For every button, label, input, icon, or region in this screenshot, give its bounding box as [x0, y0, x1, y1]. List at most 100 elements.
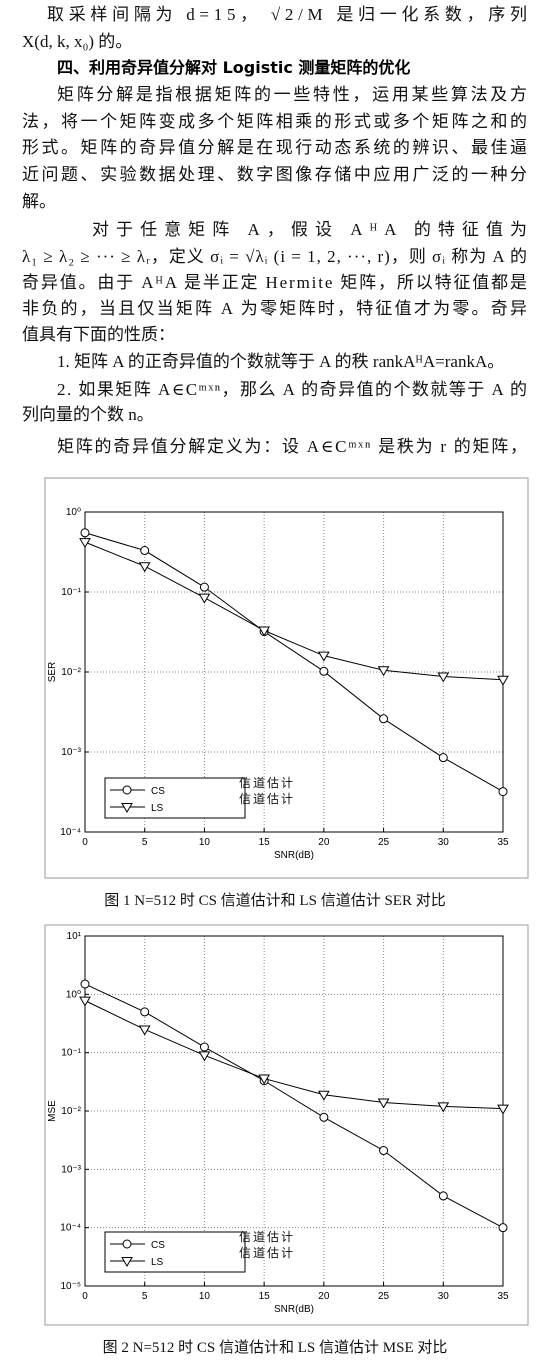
- text-line: 值具有下面的性质：: [22, 325, 175, 344]
- figure-frame: [44, 477, 529, 879]
- marker: [438, 753, 448, 763]
- x-tick-label: 20: [318, 1291, 330, 1302]
- marker: [437, 672, 450, 683]
- text-line: λ₁ ≥ λ₂ ≥ ··· ≥ λᵣ，定义 σᵢ = √λᵢ (i = 1, 2…: [22, 247, 527, 266]
- figure-caption: 图 1 N=512 时 CS 信道估计和 LS 信道估计 SER 对比: [104, 892, 445, 909]
- y-tick-label: 10⁰: [66, 507, 81, 518]
- marker: [317, 1090, 330, 1101]
- y-tick-label: 10⁻⁵: [60, 1281, 81, 1292]
- x-tick-label: 30: [438, 1291, 450, 1302]
- figure-frame: [44, 924, 529, 1326]
- marker: [138, 1025, 151, 1036]
- x-tick-label: 25: [378, 1291, 390, 1302]
- section-heading: 四、利用奇异值分解对 Logistic 测量矩阵的优化: [57, 58, 410, 77]
- marker: [138, 562, 151, 573]
- text-line: 矩阵分解是指根据矩阵的一些特性，运用某些算法及方: [57, 85, 527, 104]
- legend-label: CS: [151, 786, 165, 797]
- marker: [79, 538, 91, 549]
- y-tick-label: 10⁻¹: [61, 1048, 81, 1059]
- text-line: X(d, k, x₀) 的。: [22, 32, 132, 51]
- x-tick-label: 10: [199, 1291, 211, 1302]
- marker: [379, 714, 389, 724]
- y-tick-label: 10⁰: [66, 989, 81, 1000]
- marker: [317, 651, 330, 662]
- x-axis-label: SNR(dB): [274, 1304, 314, 1315]
- legend-note: 信道估计: [239, 792, 295, 806]
- x-tick-label: 35: [497, 837, 509, 848]
- marker: [497, 675, 509, 686]
- text-line: 法，将一个矩阵变成多个矩阵相乘的形式或多个矩阵之和的: [22, 112, 527, 131]
- text-line: 非负的，当且仅当矩阵 A 为零矩阵时，特征值才为零。奇异: [22, 299, 527, 318]
- text-line: 矩阵的奇异值分解定义为：设 A∈Cᵐˣⁿ 是秩为 r 的矩阵，: [57, 437, 527, 456]
- text-line: 对于任意矩阵 A，假设 AᴴA 的特征值为: [92, 220, 527, 239]
- y-axis-label: SER: [47, 662, 58, 683]
- text-line: 1. 矩阵 A 的正奇异值的个数就等于 A 的秩 rankAᴴA=rankA。: [57, 352, 504, 371]
- marker: [198, 593, 211, 604]
- series-line: [84, 1000, 504, 1110]
- y-tick-label: 10⁻⁴: [60, 1223, 81, 1234]
- y-tick-label: 10⁻¹: [61, 587, 81, 598]
- legend-note: 信道估计: [239, 776, 295, 790]
- plot-frame: [84, 511, 504, 833]
- x-tick-label: 15: [259, 1291, 271, 1302]
- text-line: 列向量的个数 n。: [22, 405, 154, 424]
- marker: [497, 1104, 509, 1115]
- text-line: 2. 如果矩阵 A∈Cᵐˣⁿ，那么 A 的奇异值的个数就等于 A 的: [57, 380, 527, 399]
- text-line: 取采样间隔为 d=15， √2/M 是归一化系数，序列: [47, 5, 527, 24]
- y-tick-label: 10¹: [67, 931, 82, 942]
- y-tick-label: 10⁻²: [61, 667, 81, 678]
- x-tick-label: 15: [259, 837, 271, 848]
- marker: [121, 1257, 133, 1267]
- marker: [80, 979, 90, 989]
- y-axis-label: MSE: [47, 1100, 58, 1122]
- legend-note: 信道估计: [239, 1246, 295, 1260]
- marker: [199, 1042, 209, 1052]
- x-tick-label: 35: [497, 1291, 509, 1302]
- marker: [438, 1191, 448, 1201]
- text-line: 奇异值。由于 AᴴA 是半正定 Hermite 矩阵，所以特征值都是: [22, 273, 527, 292]
- marker: [498, 1223, 508, 1233]
- marker: [319, 1112, 329, 1122]
- y-tick-label: 10⁻³: [61, 747, 81, 758]
- series-line: [84, 983, 504, 1229]
- y-tick-label: 10⁻³: [61, 1164, 81, 1175]
- legend-box: [104, 777, 246, 819]
- y-tick-label: 10⁻²: [61, 1106, 81, 1117]
- text-line: 解。: [22, 192, 56, 211]
- marker: [258, 1074, 271, 1085]
- x-tick-label: 5: [142, 837, 148, 848]
- marker: [80, 528, 90, 538]
- marker: [498, 787, 508, 797]
- legend-label: LS: [151, 1257, 164, 1268]
- legend-label: LS: [151, 803, 164, 814]
- y-tick-label: 10⁻⁴: [60, 827, 81, 838]
- x-axis-label: SNR(dB): [274, 850, 314, 861]
- marker: [79, 996, 91, 1007]
- marker: [140, 1007, 150, 1017]
- marker: [198, 1051, 211, 1062]
- marker: [122, 1239, 132, 1249]
- x-tick-label: 10: [199, 837, 211, 848]
- marker: [437, 1102, 450, 1113]
- marker: [258, 626, 271, 637]
- series-line: [84, 532, 504, 793]
- x-tick-label: 0: [82, 837, 88, 848]
- series-line: [84, 541, 504, 681]
- x-tick-label: 0: [82, 1291, 88, 1302]
- x-tick-label: 25: [378, 837, 390, 848]
- marker: [377, 1098, 390, 1109]
- text-line: 形式。矩阵的奇异值分解是在现行动态系统的辨识、最佳逼: [22, 138, 527, 157]
- legend-label: CS: [151, 1240, 165, 1251]
- figure-caption: 图 2 N=512 时 CS 信道估计和 LS 信道估计 MSE 对比: [103, 1339, 448, 1356]
- legend-box: [104, 1231, 246, 1273]
- marker: [121, 803, 133, 813]
- marker: [379, 1146, 389, 1156]
- marker: [319, 666, 329, 676]
- marker: [122, 785, 132, 795]
- x-tick-label: 30: [438, 837, 450, 848]
- text-line: 近问题、实验数据处理、数字图像存储中应用广泛的一种分: [22, 165, 527, 184]
- x-tick-label: 20: [318, 837, 330, 848]
- marker: [199, 582, 209, 592]
- x-tick-label: 5: [142, 1291, 148, 1302]
